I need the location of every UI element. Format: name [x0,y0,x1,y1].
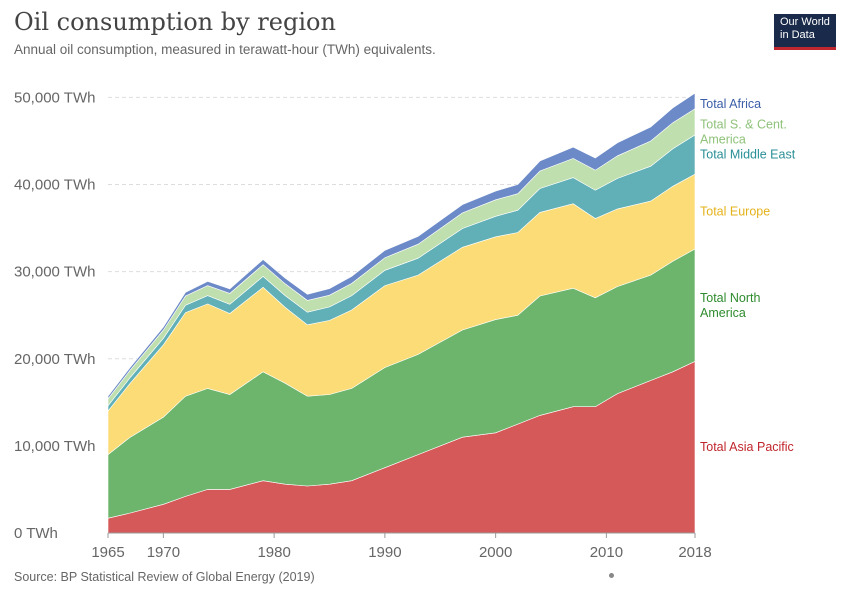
source-note[interactable]: Source: BP Statistical Review of Global … [14,570,315,584]
area-series-5 [107,92,696,400]
legend-label-3: Total Middle East [700,147,796,161]
legend-label-0: Total Asia Pacific [700,440,794,454]
x-tick-label: 2010 [590,544,623,561]
y-tick-label: 10,000 TWh [14,438,95,455]
logo-line-2: in Data [780,29,815,41]
y-tick-label: 20,000 TWh [14,351,95,368]
x-tick-label: 2000 [479,544,512,561]
legend-label-1: Total North America [700,291,760,320]
legend-label-5: Total Africa [700,97,761,111]
x-tick-label: 1970 [147,544,180,561]
logo-line-1: Our World [780,16,830,28]
y-tick-label: 0 TWh [14,525,58,542]
chart-title: Oil consumption by region [14,8,336,36]
y-tick-label: 50,000 TWh [14,89,95,106]
legend-label-4: Total S. & Cent. America [700,118,787,147]
x-tick-label: 1990 [368,544,401,561]
options-dot-icon[interactable] [609,573,614,578]
owid-logo[interactable]: Our World in Data [774,14,836,50]
y-tick-label: 30,000 TWh [14,264,95,281]
chart-subtitle: Annual oil consumption, measured in tera… [14,42,436,57]
x-tick-label: 1965 [91,544,124,561]
x-tick-label: 1980 [257,544,290,561]
x-tick-label: 2018 [678,544,711,561]
y-tick-label: 40,000 TWh [14,177,95,194]
legend-label-2: Total Europe [700,205,770,219]
